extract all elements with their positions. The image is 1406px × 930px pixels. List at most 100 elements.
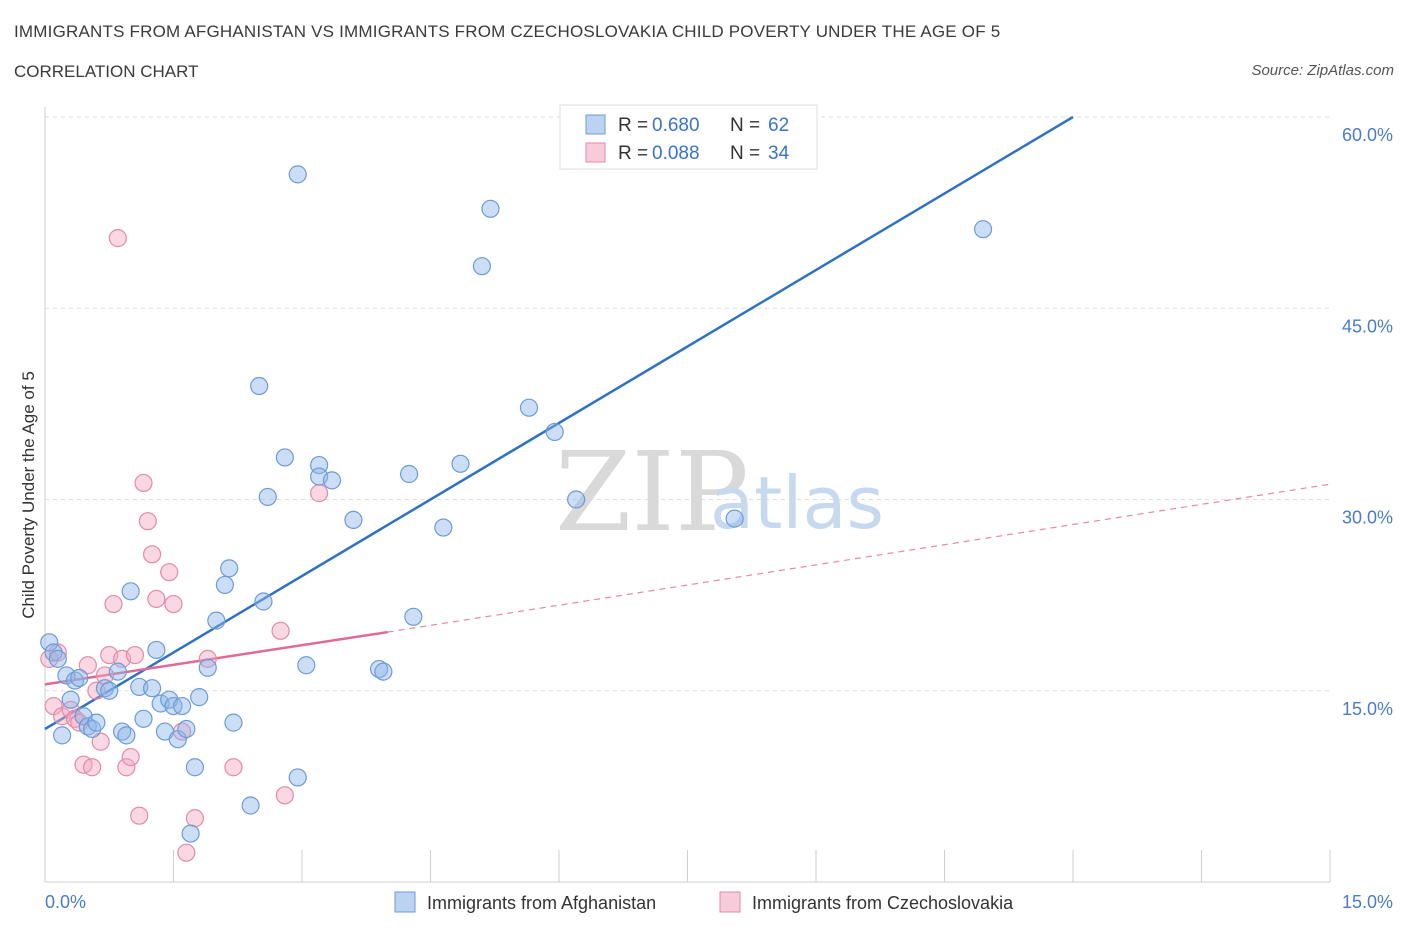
- point-series0-42: [288, 768, 307, 787]
- point-series0-58: [545, 422, 564, 442]
- point-series0-57: [519, 398, 539, 417]
- point-series1-22: [138, 512, 157, 531]
- point-series0-36: [224, 713, 243, 732]
- point-series1-24: [147, 589, 166, 609]
- point-series1-20: [130, 806, 149, 825]
- point-series0-11: [87, 713, 106, 732]
- point-series0-30: [185, 758, 205, 777]
- point-series0-56: [481, 199, 500, 218]
- point-series1-8: [78, 656, 97, 675]
- point-series0-2: [48, 649, 67, 668]
- chart-subtitle: CORRELATION CHART: [14, 62, 199, 81]
- legend-n-value-0: 62: [768, 115, 789, 136]
- point-series0-41: [275, 448, 294, 467]
- point-series0-55: [472, 257, 491, 276]
- point-series0-13: [100, 681, 119, 700]
- grid-lines: [45, 116, 1330, 692]
- x-tick-label-1: 15.0%: [1342, 892, 1393, 912]
- legend-swatch-1: [585, 142, 606, 163]
- series-legend-label-1: Immigrants from Czechoslovakia: [752, 893, 1014, 913]
- point-series1-9: [83, 758, 102, 777]
- point-series0-52: [404, 607, 423, 626]
- point-series1-26: [164, 594, 183, 614]
- point-series0-35: [220, 559, 239, 578]
- point-series0-3: [53, 726, 72, 745]
- point-series0-14: [108, 662, 127, 681]
- point-series1-14: [104, 594, 123, 614]
- point-series1-23: [142, 545, 162, 564]
- legend-swatch-0: [585, 114, 606, 135]
- point-series1-33: [275, 786, 294, 805]
- point-series0-34: [215, 575, 234, 595]
- point-series0-48: [344, 510, 363, 530]
- point-series0-18: [130, 677, 149, 697]
- watermark: ZIP atlas: [555, 428, 884, 556]
- point-series0-19: [134, 709, 153, 728]
- point-series1-15: [108, 229, 127, 248]
- x-tick-labels: 0.0% 15.0%: [45, 892, 1393, 912]
- point-series0-47: [322, 471, 342, 490]
- point-series1-18: [121, 747, 140, 767]
- y-tick-label-0: 15.0%: [1342, 699, 1393, 719]
- watermark-atlas: atlas: [710, 461, 884, 545]
- point-series1-34: [310, 484, 329, 503]
- point-series0-16: [117, 726, 136, 745]
- point-series1-29: [185, 809, 205, 828]
- point-series0-50: [374, 662, 393, 681]
- point-series0-51: [399, 464, 419, 484]
- point-series0-5: [61, 690, 80, 709]
- point-series0-54: [451, 454, 470, 473]
- point-series1-17: [117, 758, 136, 777]
- point-series0-27: [172, 696, 192, 716]
- point-series0-31: [190, 688, 209, 707]
- point-series1-19: [125, 645, 145, 665]
- point-series0-53: [434, 518, 453, 537]
- point-series0-0: [40, 633, 59, 652]
- legend-r-value-1: 0.088: [652, 143, 700, 164]
- point-series1-21: [134, 473, 153, 493]
- point-series1-28: [177, 843, 196, 862]
- point-series0-59: [567, 490, 586, 509]
- point-series0-60: [725, 509, 744, 528]
- legend-r-value-0: 0.680: [652, 115, 700, 136]
- point-series0-44: [297, 656, 316, 675]
- point-series1-11: [91, 732, 110, 751]
- y-tick-label-3: 60.0%: [1342, 125, 1393, 145]
- y-tick-label-2: 45.0%: [1342, 316, 1393, 336]
- point-series0-21: [147, 640, 166, 660]
- point-series0-43: [288, 165, 307, 184]
- point-series0-32: [198, 658, 217, 677]
- trend-extension-1: [387, 483, 1331, 633]
- series-legend-swatch-0: [394, 891, 416, 913]
- y-tick-labels: 15.0% 30.0% 45.0% 60.0%: [1342, 125, 1393, 719]
- legend-n-label-1: N =: [730, 143, 760, 164]
- legend-n-value-1: 34: [768, 143, 790, 164]
- series-legend-swatch-1: [719, 891, 741, 913]
- trend-line-0: [44, 115, 1074, 731]
- legend-r-label-1: R =: [618, 143, 648, 164]
- point-series0-61: [973, 220, 993, 239]
- point-series0-40: [258, 487, 277, 507]
- point-series0-37: [241, 796, 260, 815]
- point-series0-7: [70, 668, 89, 688]
- y-axis-label: Child Poverty Under the Age of 5: [19, 371, 38, 619]
- series-legend-label-0: Immigrants from Afghanistan: [427, 893, 656, 913]
- point-series0-39: [254, 592, 273, 611]
- series-legend: Immigrants from Afghanistan Immigrants fr…: [394, 891, 1014, 913]
- y-tick-label-1: 30.0%: [1342, 508, 1393, 528]
- point-series0-29: [181, 824, 200, 843]
- axes: [44, 107, 1331, 883]
- x-tick-label-0: 0.0%: [45, 892, 86, 912]
- point-series0-28: [177, 719, 196, 739]
- source-credit: Source: ZipAtlas.com: [1251, 62, 1394, 79]
- point-series1-32: [271, 621, 290, 640]
- chart-title: IMMIGRANTS FROM AFGHANISTAN VS IMMIGRANT…: [14, 22, 1001, 41]
- correlation-legend: R = 0.680 N = 62 R = 0.088 N = 34: [559, 104, 818, 170]
- watermark-zip: ZIP: [555, 428, 749, 556]
- point-series1-25: [160, 563, 179, 582]
- legend-r-label-0: R =: [618, 115, 648, 136]
- point-series0-17: [121, 582, 140, 601]
- point-series0-38: [250, 376, 269, 396]
- point-series1-31: [224, 758, 243, 777]
